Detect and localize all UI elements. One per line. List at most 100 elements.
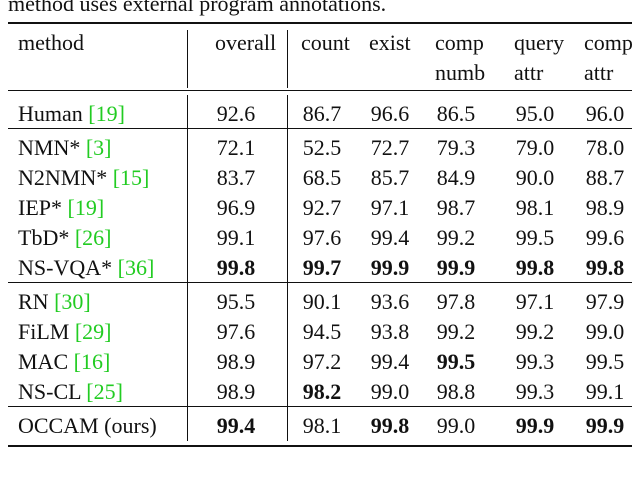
method-name: FiLM — [18, 319, 70, 344]
citation: [29] — [74, 319, 112, 344]
method-name: Human — [18, 101, 83, 126]
value-cell: 88.7 — [585, 165, 625, 190]
value-cell: 98.9 — [216, 349, 256, 374]
method-cell: NS-VQA* [36] — [18, 255, 154, 281]
method-name: NMN* — [18, 135, 81, 160]
value-cell: 84.9 — [436, 165, 476, 190]
method-cell: TbD* [26] — [18, 225, 111, 251]
value-cell: 99.0 — [585, 319, 625, 344]
value-cell: 85.7 — [370, 165, 410, 190]
value-cell: 99.4 — [216, 413, 256, 438]
value-cell: 99.8 — [515, 255, 555, 280]
header-cell: exist — [369, 30, 411, 55]
header-cell: attr — [584, 60, 614, 85]
rule — [8, 282, 632, 283]
value-cell: 93.8 — [370, 319, 410, 344]
method-name: RN — [18, 289, 49, 314]
value-cell: 98.9 — [216, 379, 256, 404]
value-cell: 95.0 — [515, 101, 555, 126]
value-cell: 99.2 — [436, 319, 476, 344]
citation: [19] — [88, 101, 125, 126]
column-rule — [187, 407, 188, 441]
value-cell: 98.2 — [302, 379, 342, 404]
value-cell: 72.1 — [216, 135, 256, 160]
value-cell: 99.1 — [585, 379, 625, 404]
value-cell: 78.0 — [585, 135, 625, 160]
header-cell: query — [514, 30, 565, 55]
column-rule — [187, 95, 188, 129]
rule — [8, 406, 632, 407]
value-cell: 92.7 — [302, 195, 342, 220]
value-cell: 98.7 — [436, 195, 476, 220]
value-cell: 99.0 — [436, 413, 476, 438]
method-name: NS-CL — [18, 379, 81, 404]
rule — [8, 90, 632, 91]
value-cell: 99.4 — [370, 349, 410, 374]
method-name: NS-VQA* — [18, 255, 113, 280]
column-rule — [187, 30, 188, 88]
value-cell: 94.5 — [302, 319, 342, 344]
header-cell: count — [301, 30, 350, 55]
value-cell: 99.5 — [436, 349, 476, 374]
value-cell: 99.0 — [370, 379, 410, 404]
value-cell: 99.4 — [370, 225, 410, 250]
value-cell: 99.5 — [515, 225, 555, 250]
value-cell: 99.9 — [370, 255, 410, 280]
citation: [36] — [117, 255, 155, 280]
method-cell: IEP* [19] — [18, 195, 104, 221]
method-cell: MAC [16] — [18, 349, 110, 375]
value-cell: 79.3 — [436, 135, 476, 160]
citation: [16] — [73, 349, 111, 374]
value-cell: 99.1 — [216, 225, 256, 250]
value-cell: 52.5 — [302, 135, 342, 160]
value-cell: 97.9 — [585, 289, 625, 314]
value-cell: 98.1 — [515, 195, 555, 220]
value-cell: 99.8 — [216, 255, 256, 280]
column-rule — [287, 407, 288, 441]
value-cell: 99.6 — [585, 225, 625, 250]
value-cell: 90.0 — [515, 165, 555, 190]
value-cell: 99.2 — [515, 319, 555, 344]
value-cell: 90.1 — [302, 289, 342, 314]
value-cell: 97.6 — [302, 225, 342, 250]
value-cell: 96.6 — [370, 101, 410, 126]
citation: [19] — [67, 195, 105, 220]
value-cell: 79.0 — [515, 135, 555, 160]
citation: [26] — [74, 225, 112, 250]
method-cell: OCCAM (ours) — [18, 413, 157, 439]
method-name: N2NMN* — [18, 165, 108, 190]
value-cell: 99.9 — [515, 413, 555, 438]
value-cell: 72.7 — [370, 135, 410, 160]
value-cell: 95.5 — [216, 289, 256, 314]
value-cell: 99.3 — [515, 349, 555, 374]
method-name: MAC — [18, 349, 69, 374]
value-cell: 92.6 — [216, 101, 256, 126]
method-cell: N2NMN* [15] — [18, 165, 149, 191]
column-rule — [287, 129, 288, 283]
column-rule — [287, 283, 288, 407]
value-cell: 99.3 — [515, 379, 555, 404]
rule — [8, 445, 632, 447]
value-cell: 99.7 — [302, 255, 342, 280]
method-name: OCCAM (ours) — [18, 413, 157, 438]
method-cell: NMN* [3] — [18, 135, 112, 161]
value-cell: 99.8 — [370, 413, 410, 438]
column-rule — [187, 129, 188, 283]
header-cell: comp — [435, 30, 484, 55]
citation: [15] — [112, 165, 150, 190]
value-cell: 99.5 — [585, 349, 625, 374]
citation: [3] — [85, 135, 112, 160]
rule — [8, 22, 632, 24]
value-cell: 98.8 — [436, 379, 476, 404]
value-cell: 97.2 — [302, 349, 342, 374]
header-cell: numb — [435, 60, 486, 85]
value-cell: 86.7 — [302, 101, 342, 126]
value-cell: 96.9 — [216, 195, 256, 220]
value-cell: 93.6 — [370, 289, 410, 314]
value-cell: 99.8 — [585, 255, 625, 280]
value-cell: 97.1 — [515, 289, 555, 314]
value-cell: 83.7 — [216, 165, 256, 190]
value-cell: 99.2 — [436, 225, 476, 250]
citation: [25] — [86, 379, 123, 404]
